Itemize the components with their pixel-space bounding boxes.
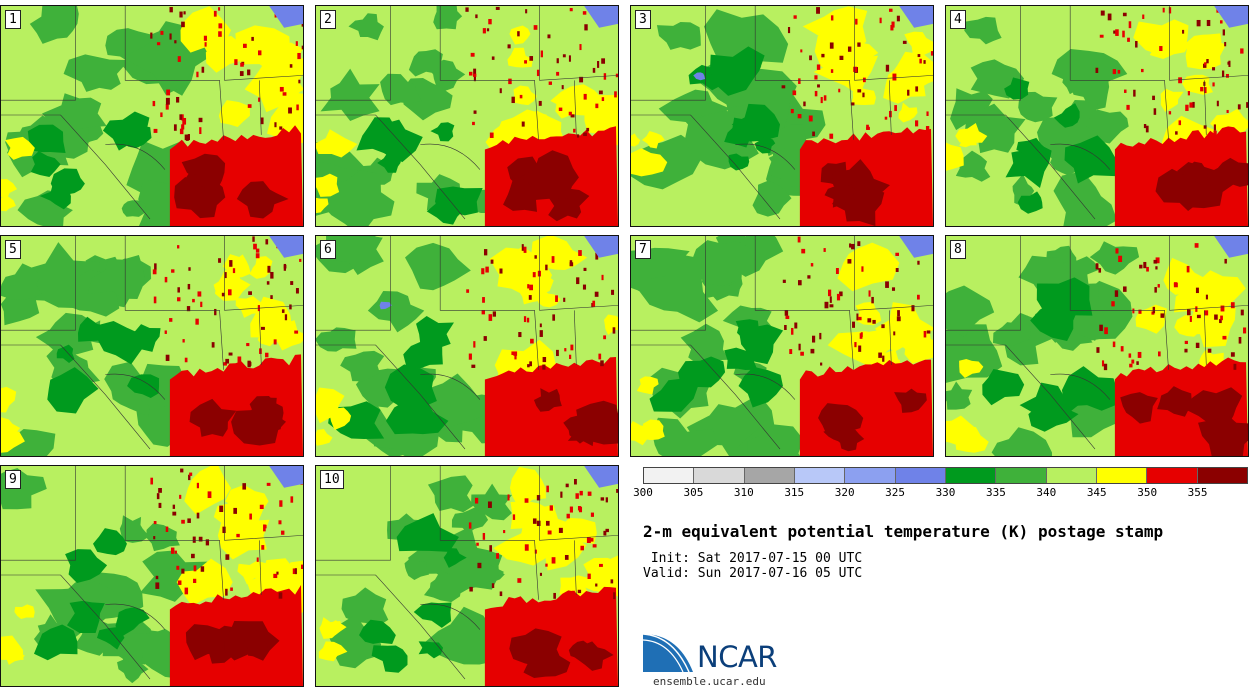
map-panel: 5 — [0, 235, 304, 457]
colorbar-tick-label: 315 — [784, 486, 805, 499]
panel-label: 2 — [320, 10, 336, 29]
colorbar-tick-label: 325 — [885, 486, 906, 499]
colorbar-swatch — [1096, 468, 1148, 483]
map-panel: 1 — [0, 5, 304, 227]
colorbar-tick-label: 350 — [1137, 486, 1158, 499]
map-field — [316, 466, 618, 686]
colorbar — [643, 467, 1248, 484]
colorbar-swatch — [1046, 468, 1097, 483]
map-field — [316, 6, 618, 226]
colorbar-tick-label: 330 — [935, 486, 956, 499]
map-panel: 8 — [945, 235, 1249, 457]
colorbar-tick-label: 300 — [633, 486, 653, 499]
colorbar-swatch — [1197, 468, 1247, 483]
colorbar-swatch — [694, 468, 745, 483]
colorbar-swatch — [996, 468, 1047, 483]
colorbar-tick-label: 320 — [834, 486, 855, 499]
ncar-logo-icon — [643, 633, 693, 673]
map-field — [631, 6, 933, 226]
panel-label: 5 — [5, 240, 21, 259]
colorbar-tick-label: 305 — [683, 486, 704, 499]
map-panel: 3 — [630, 5, 934, 227]
map-panel: 4 — [945, 5, 1249, 227]
figure-title: 2-m equivalent potential temperature (K)… — [643, 522, 1164, 541]
colorbar-swatch — [644, 468, 695, 483]
map-field — [1, 6, 303, 226]
colorbar-swatch — [895, 468, 946, 483]
colorbar-tick-label: 335 — [985, 486, 1006, 499]
map-field — [316, 236, 618, 456]
panel-label: 6 — [320, 240, 336, 259]
panel-label: 9 — [5, 470, 21, 489]
colorbar-swatch — [744, 468, 795, 483]
map-panel: 7 — [630, 235, 934, 457]
panel-label: 3 — [635, 10, 651, 29]
colorbar-tick-label: 310 — [733, 486, 754, 499]
map-panel: 2 — [315, 5, 619, 227]
ncar-logo-text: NCAR — [697, 640, 777, 674]
colorbar-tick-label: 345 — [1086, 486, 1107, 499]
map-field — [631, 236, 933, 456]
map-field — [946, 236, 1248, 456]
panel-label: 10 — [320, 470, 344, 489]
map-field — [946, 6, 1248, 226]
map-panel: 6 — [315, 235, 619, 457]
map-field — [1, 466, 303, 686]
init-time: Init: Sat 2017-07-15 00 UTC — [643, 551, 863, 566]
colorbar-swatch — [945, 468, 997, 483]
panel-label: 1 — [5, 10, 21, 29]
map-field — [1, 236, 303, 456]
valid-time: Valid: Sun 2017-07-16 05 UTC — [643, 566, 863, 581]
colorbar-tick-label: 340 — [1036, 486, 1057, 499]
map-panel: 9 — [0, 465, 304, 687]
panel-label: 4 — [950, 10, 966, 29]
colorbar-swatch — [794, 468, 846, 483]
map-panel: 10 — [315, 465, 619, 687]
colorbar-swatch — [1147, 468, 1198, 483]
panel-label: 8 — [950, 240, 966, 259]
colorbar-tick-label: 355 — [1187, 486, 1208, 499]
colorbar-swatch — [845, 468, 896, 483]
site-url: ensemble.ucar.edu — [653, 675, 766, 688]
panel-label: 7 — [635, 240, 651, 259]
colorbar-ticks: 300 305 310 315 320 325 330 335 340 345 350 355 — [633, 486, 1248, 500]
